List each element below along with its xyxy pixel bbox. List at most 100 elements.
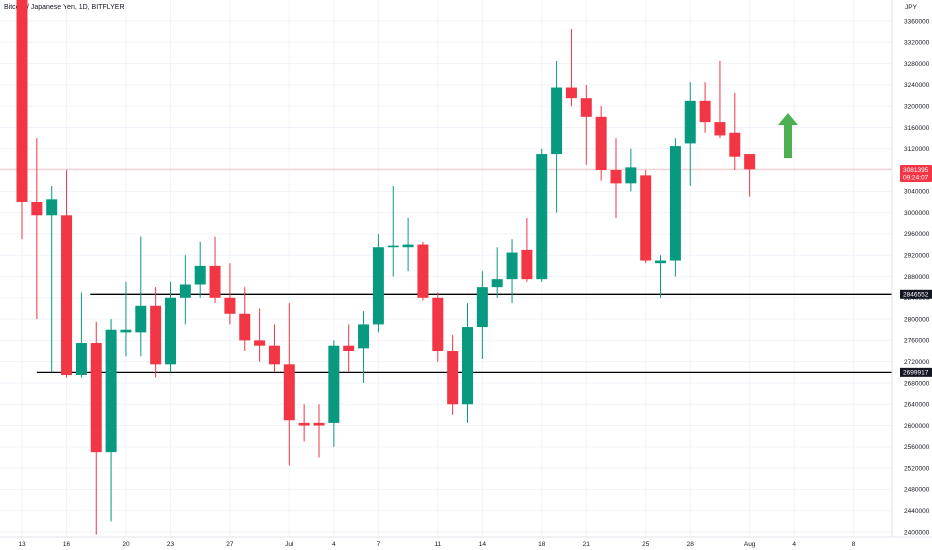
candle <box>179 255 191 325</box>
price-tick-label: 2440000 <box>904 508 930 515</box>
price-tag-background <box>900 165 932 182</box>
candle <box>744 154 756 197</box>
candle-body <box>417 244 429 298</box>
candle <box>506 239 518 304</box>
candle <box>61 170 73 378</box>
price-axis: 3360000 3320000 3280000 3240000 3200000 31600… <box>904 18 930 536</box>
time-tick-label: 16 <box>63 541 71 548</box>
candle-body <box>75 343 87 375</box>
price-tick-label: 2520000 <box>904 465 930 472</box>
candle <box>476 271 488 360</box>
candle-body <box>328 345 340 423</box>
time-tick-label: 4 <box>792 541 796 548</box>
candle <box>254 308 266 362</box>
candle <box>298 404 310 442</box>
candle <box>714 60 726 139</box>
candle-body <box>387 245 399 248</box>
time-tick-label: 20 <box>122 541 130 548</box>
price-tick-label: 2560000 <box>904 444 930 451</box>
candle-body <box>150 305 162 365</box>
time-tick-label: 13 <box>18 541 26 548</box>
candle <box>684 82 696 187</box>
candle-body <box>61 215 73 375</box>
candle <box>491 247 503 298</box>
candle-body <box>268 345 280 365</box>
candle <box>402 217 414 272</box>
candle-body <box>447 351 459 405</box>
time-tick-label: 4 <box>332 541 336 548</box>
price-tick-label: 3320000 <box>904 40 930 47</box>
candle-body <box>744 154 756 170</box>
price-tick-label: 2640000 <box>904 402 930 409</box>
price-tick-label: 3280000 <box>904 61 930 68</box>
candle-body <box>625 167 637 184</box>
candle <box>105 319 117 522</box>
candle <box>358 311 370 383</box>
candle <box>462 303 473 423</box>
candle <box>194 241 206 298</box>
candle <box>16 0 28 240</box>
candle-body <box>669 146 681 261</box>
candle <box>610 138 622 218</box>
price-tick-label: 2760000 <box>904 338 930 345</box>
candle <box>135 236 147 357</box>
candle-body <box>358 324 370 349</box>
price-tick-label: 3160000 <box>904 125 930 132</box>
candle-body <box>476 287 488 328</box>
candle-body <box>565 87 577 99</box>
candle-body <box>31 201 43 216</box>
level-tag-background <box>900 289 932 299</box>
candle-body <box>551 87 563 155</box>
candle <box>699 82 711 133</box>
candle-body <box>120 329 132 333</box>
candle <box>447 335 459 415</box>
candle <box>239 287 251 352</box>
candle-body <box>283 364 295 421</box>
candle-body <box>536 154 548 280</box>
time-tick-label: Jul <box>285 541 294 548</box>
candle-body <box>46 199 58 216</box>
candle-body <box>105 329 117 453</box>
time-tick-label: 28 <box>687 541 695 548</box>
candle <box>165 281 176 373</box>
level-tags: 2846552 2699917 <box>900 289 932 377</box>
candle-body <box>506 252 518 280</box>
candle-body <box>640 175 652 261</box>
current-price-tag: 3081395 09:24:07 <box>900 165 932 182</box>
price-tick-label: 2720000 <box>904 359 930 366</box>
candle <box>46 186 58 373</box>
arrow-shape <box>778 113 798 158</box>
time-tick-label: 27 <box>226 541 234 548</box>
candle-body <box>684 100 696 144</box>
candle <box>313 404 325 458</box>
candle <box>640 170 652 264</box>
grid <box>0 0 892 537</box>
price-axis-pane[interactable] <box>892 0 932 550</box>
candle <box>372 233 384 333</box>
price-tick-label: 3120000 <box>904 146 930 153</box>
price-tick-label: 2800000 <box>904 316 930 323</box>
candle-body <box>402 244 414 248</box>
candle-body <box>179 284 191 298</box>
time-tick-label: 21 <box>583 541 591 548</box>
candle-body <box>239 313 251 341</box>
candle <box>521 217 533 282</box>
candle <box>595 106 607 181</box>
time-axis[interactable]: 13 16 20 23 27 Jul 4 7 11 14 18 21 25 28 Aug 4 8 <box>18 541 855 548</box>
price-tick-label: 2480000 <box>904 487 930 494</box>
candle-body <box>135 305 147 333</box>
candle-body <box>254 340 266 346</box>
candle-body <box>165 297 176 365</box>
candle-body <box>699 100 711 123</box>
candle-body <box>580 98 592 117</box>
candle-body <box>462 327 473 405</box>
price-tick-label: 2400000 <box>904 529 930 536</box>
candle-body <box>595 116 607 171</box>
time-tick-label: 23 <box>167 541 175 548</box>
current-price-label: 3081395 <box>903 167 929 174</box>
candle <box>580 84 592 165</box>
candle <box>224 263 236 325</box>
candle <box>75 292 87 378</box>
candle-body <box>655 260 667 264</box>
